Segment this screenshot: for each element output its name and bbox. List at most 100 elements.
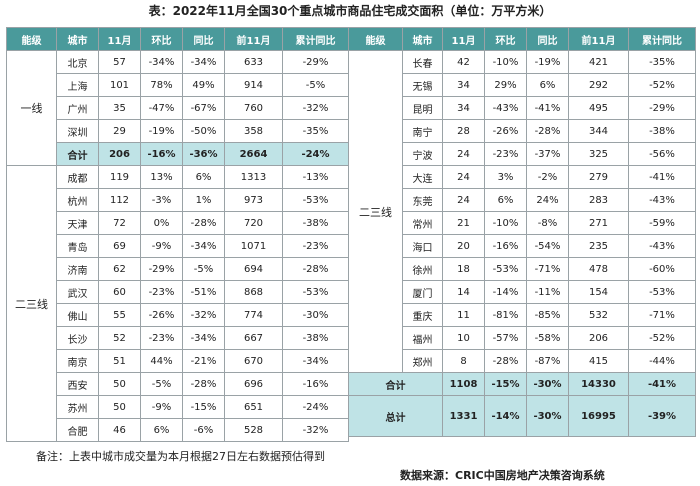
city-name: 福州 — [402, 326, 443, 350]
data-cell: -2% — [526, 165, 569, 189]
data-cell: 1071 — [224, 234, 283, 258]
grand-total-cell: -30% — [526, 395, 569, 437]
data-cell: 528 — [224, 418, 283, 442]
grand-total-label: 总计 — [348, 395, 443, 437]
data-cell: 11 — [442, 303, 485, 327]
data-cell: -43% — [484, 96, 527, 120]
footnote: 备注：上表中城市成交量为本月根据27日左右数据预估得到 — [36, 450, 325, 463]
subtotal-row: 合计 206 -16% -36% 2664 -24% — [7, 142, 349, 166]
data-cell: -21% — [182, 349, 225, 373]
column-header: 同比 — [182, 27, 225, 51]
data-cell: -51% — [182, 280, 225, 304]
data-cell: -53% — [282, 280, 349, 304]
data-cell: 24% — [526, 188, 569, 212]
column-header: 累计同比 — [282, 27, 349, 51]
data-cell: 283 — [568, 188, 629, 212]
table-row: 郑州 8 -28% -87% 415 -44% — [349, 349, 696, 373]
data-cell: 29% — [484, 73, 527, 97]
data-cell: 279 — [568, 165, 629, 189]
data-cell: 52 — [98, 326, 141, 350]
city-name: 广州 — [56, 96, 99, 120]
data-cell: -52% — [628, 326, 696, 350]
data-cell: -57% — [484, 326, 527, 350]
data-cell: 271 — [568, 211, 629, 235]
data-cell: 633 — [224, 50, 283, 74]
city-name: 郑州 — [402, 349, 443, 373]
data-cell: -34% — [182, 50, 225, 74]
data-cell: -36% — [182, 142, 225, 166]
data-cell: 24 — [442, 142, 485, 166]
data-cell: -23% — [140, 280, 183, 304]
city-name: 苏州 — [56, 395, 99, 419]
city-name: 南宁 — [402, 119, 443, 143]
data-cell: -56% — [628, 142, 696, 166]
data-cell: -52% — [628, 73, 696, 97]
column-header: 前11月 — [568, 27, 629, 51]
table-row: 厦门 14 -14% -11% 154 -53% — [349, 280, 696, 304]
data-cell: 14330 — [568, 372, 629, 396]
column-header: 前11月 — [224, 27, 283, 51]
grand-total-row: 总计 1331 -14% -30% 16995 -39% — [348, 395, 696, 437]
table-row: 苏州 50 -9% -15% 651 -24% — [7, 395, 349, 419]
data-cell: -81% — [484, 303, 527, 327]
data-cell: -29% — [628, 96, 696, 120]
column-header: 环比 — [484, 27, 527, 51]
data-cell: -71% — [628, 303, 696, 327]
data-cell: -16% — [484, 234, 527, 258]
data-cell: -19% — [140, 119, 183, 143]
data-cell: 24 — [442, 165, 485, 189]
city-name: 无锡 — [402, 73, 443, 97]
city-name: 南京 — [56, 349, 99, 373]
city-name: 北京 — [56, 50, 99, 74]
table-row: 徐州 18 -53% -71% 478 -60% — [349, 257, 696, 281]
table-row: 杭州 112 -3% 1% 973 -53% — [7, 188, 349, 212]
data-cell: 8 — [442, 349, 485, 373]
column-header: 环比 — [140, 27, 183, 51]
city-name: 大连 — [402, 165, 443, 189]
table-row: 南京 51 44% -21% 670 -34% — [7, 349, 349, 373]
data-cell: 495 — [568, 96, 629, 120]
city-name: 合肥 — [56, 418, 99, 442]
table-row: 一线 北京 57 -34% -34% 633 -29% — [6, 50, 349, 166]
data-cell: 62 — [98, 257, 141, 281]
data-cell: 57 — [98, 50, 141, 74]
data-cell: -19% — [526, 50, 569, 74]
data-cell: 2664 — [224, 142, 283, 166]
data-cell: -15% — [484, 372, 527, 396]
city-name: 合计 — [56, 142, 99, 166]
city-name: 西安 — [56, 372, 99, 396]
data-cell: -9% — [140, 395, 183, 419]
data-cell: 6% — [484, 188, 527, 212]
data-cell: 34 — [442, 96, 485, 120]
data-cell: -16% — [140, 142, 183, 166]
data-cell: -43% — [628, 234, 696, 258]
data-cell: -53% — [628, 280, 696, 304]
data-cell: -67% — [182, 96, 225, 120]
data-cell: 21 — [442, 211, 485, 235]
data-cell: -10% — [484, 50, 527, 74]
data-cell: 3% — [484, 165, 527, 189]
data-cell: -44% — [628, 349, 696, 373]
data-cell: -28% — [526, 119, 569, 143]
city-name: 重庆 — [402, 303, 443, 327]
data-cell: 29 — [98, 119, 141, 143]
data-cell: 78% — [140, 73, 183, 97]
table-row: 大连 24 3% -2% 279 -41% — [349, 165, 696, 189]
table-row: 西安 50 -5% -28% 696 -16% — [7, 372, 349, 396]
city-name: 长春 — [402, 50, 443, 74]
grand-total-cell: 16995 — [568, 395, 629, 437]
city-name: 佛山 — [56, 303, 99, 327]
data-cell: -58% — [526, 326, 569, 350]
data-cell: -30% — [282, 303, 349, 327]
table-row: 上海 101 78% 49% 914 -5% — [7, 73, 349, 97]
data-cell: 49% — [182, 73, 225, 97]
data-cell: 292 — [568, 73, 629, 97]
data-cell: 651 — [224, 395, 283, 419]
table-row: 佛山 55 -26% -32% 774 -30% — [7, 303, 349, 327]
data-cell: 101 — [98, 73, 141, 97]
data-cell: -34% — [182, 234, 225, 258]
data-cell: -32% — [282, 418, 349, 442]
table-row: 二三线 长春 42 -10% -19% 421 -35% — [348, 50, 696, 373]
data-cell: 720 — [224, 211, 283, 235]
data-cell: -23% — [282, 234, 349, 258]
